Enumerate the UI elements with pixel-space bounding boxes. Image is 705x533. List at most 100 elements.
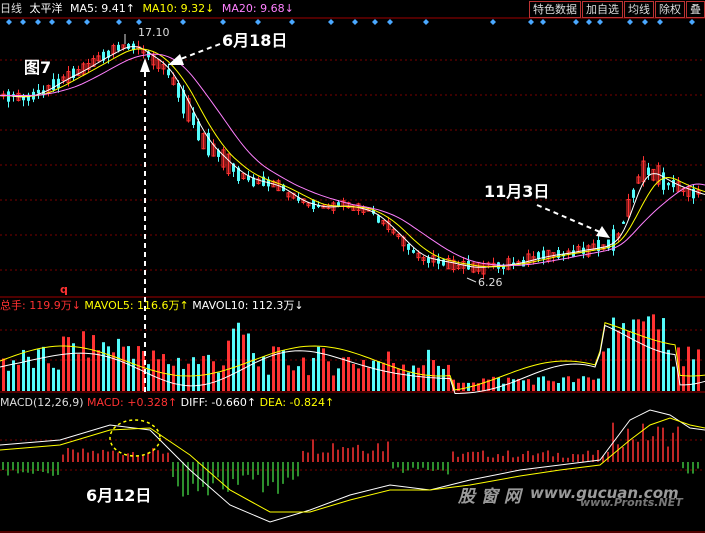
low-price-label: 6.26 — [478, 276, 503, 289]
candle-up — [686, 186, 691, 197]
volume-bar — [597, 378, 600, 391]
volume-bar — [412, 365, 415, 391]
candle-down — [252, 177, 255, 187]
volume-bar — [657, 329, 660, 391]
volume-bar — [132, 358, 135, 391]
candle-up — [211, 143, 216, 157]
event-marker — [35, 19, 41, 25]
volume-bar — [392, 363, 395, 391]
candle-up — [171, 77, 176, 85]
volume-bar — [592, 379, 595, 391]
event-marker — [423, 19, 429, 25]
volume-header: 总手: 119.9万↓ MAVOL5: 116.6万↑ MAVOL10: 112… — [0, 299, 304, 313]
volume-bar — [407, 372, 410, 391]
stock-name: 太平洋 — [29, 2, 63, 15]
volume-bar — [267, 374, 270, 391]
volume-bar — [102, 342, 105, 391]
candle-up — [121, 44, 126, 49]
event-marker — [372, 19, 378, 25]
volume-bar — [207, 354, 210, 391]
volume-bars — [0, 314, 705, 395]
candle-down — [502, 264, 505, 269]
volume-bar — [547, 380, 550, 391]
nov3-arrow-line — [536, 204, 601, 233]
volume-bar — [382, 362, 385, 391]
moving-average-button[interactable]: 均线 — [624, 1, 654, 18]
volume-bar — [17, 364, 20, 391]
candle-up — [61, 76, 66, 82]
volume-bar — [202, 355, 205, 391]
volume-bar — [667, 349, 670, 391]
event-marker — [136, 19, 142, 25]
candle-down — [297, 197, 300, 201]
volume-bar — [377, 361, 380, 391]
event-marker — [6, 19, 12, 25]
candle-up — [676, 181, 681, 192]
volume-bar — [217, 372, 220, 391]
volume-bar — [692, 359, 695, 391]
candle-down — [127, 43, 130, 49]
candle-up — [506, 258, 511, 270]
candle-down — [662, 172, 665, 190]
event-marker — [328, 19, 334, 25]
candle-up — [241, 172, 246, 180]
volume-bar — [282, 350, 285, 391]
volume-bar — [62, 336, 65, 391]
arrow-left-icon — [168, 54, 184, 65]
volume-bar — [372, 360, 375, 391]
candle-up — [91, 58, 96, 67]
candle-down — [52, 79, 55, 90]
arrow-up-icon — [140, 58, 150, 72]
candle-up — [161, 63, 166, 70]
volume-bar — [457, 382, 460, 391]
volume-bar — [502, 383, 505, 391]
candle-up — [346, 202, 351, 209]
volume-bar — [127, 346, 130, 391]
candle-down — [107, 50, 110, 58]
volume-bar — [327, 361, 330, 391]
volume-bar — [307, 375, 310, 391]
candle-down — [407, 243, 410, 250]
candle-down — [622, 221, 625, 224]
volume-bar — [237, 322, 240, 391]
high-price-label: 17.10 — [138, 26, 170, 39]
volume-bar — [57, 369, 60, 391]
volume-bar — [482, 378, 485, 391]
volume-bar — [322, 348, 325, 391]
candle-down — [102, 51, 105, 61]
volume-bar — [32, 367, 35, 391]
volume-bar — [527, 379, 530, 391]
volume-bar — [542, 376, 545, 391]
volume-bar — [672, 366, 675, 391]
period-label[interactable]: 日线 — [0, 2, 22, 15]
volume-bar — [662, 318, 665, 391]
candle-up — [386, 220, 391, 230]
volume-bar — [487, 379, 490, 391]
volume-bar — [117, 338, 120, 391]
add-watchlist-button[interactable]: 加自选 — [582, 1, 623, 18]
event-markers — [6, 19, 695, 25]
candle-up — [306, 202, 311, 207]
volume-bar — [262, 356, 265, 391]
volume-bar — [157, 359, 160, 391]
candle-up — [256, 178, 261, 185]
ex-rights-button[interactable]: 除权 — [655, 1, 685, 18]
candle-up — [546, 249, 551, 262]
event-marker — [528, 19, 534, 25]
candle-up — [186, 98, 191, 122]
volume-bar — [67, 337, 70, 391]
volume-bar — [172, 365, 175, 391]
volume-bar — [292, 370, 295, 391]
volume-bar — [522, 380, 525, 391]
feature-data-button[interactable]: 特色数据 — [529, 1, 581, 18]
volume-bar — [557, 383, 560, 391]
overlay-button[interactable]: 叠 — [686, 1, 705, 18]
volume-bar — [682, 366, 685, 391]
volume-bar — [397, 368, 400, 391]
candle-down — [607, 239, 610, 249]
total-volume: 总手: 119.9万↓ — [0, 299, 81, 312]
candle-down — [377, 215, 380, 223]
event-marker — [627, 19, 633, 25]
volume-bar — [252, 353, 255, 391]
